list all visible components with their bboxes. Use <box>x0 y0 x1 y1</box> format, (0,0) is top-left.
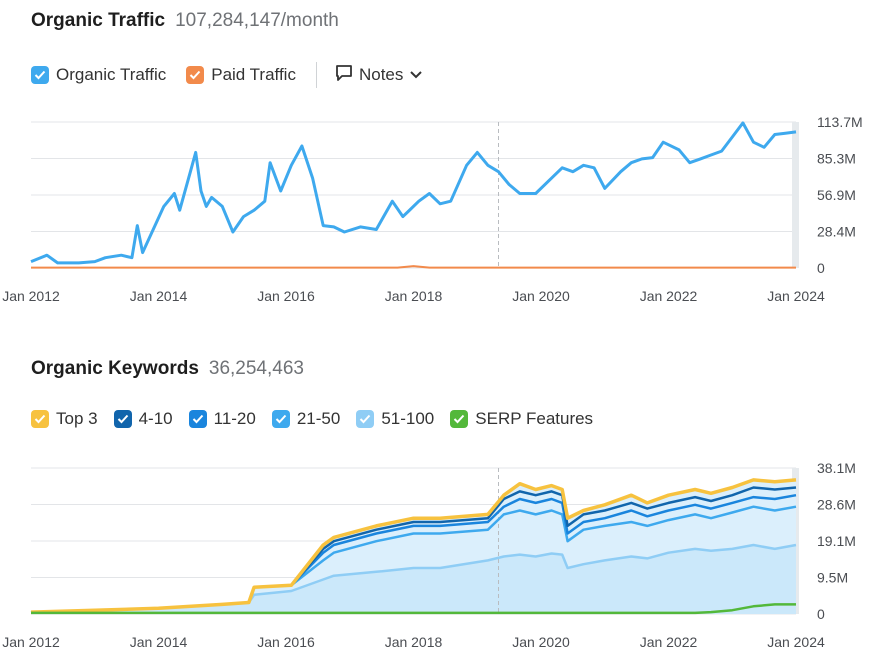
checkbox-icon[interactable] <box>271 410 290 428</box>
traffic-title: Organic Traffic <box>31 10 166 31</box>
x-tick-label: Jan 2024 <box>767 288 825 304</box>
x-tick-label: Jan 2020 <box>512 634 570 650</box>
legend-paid-traffic[interactable]: Paid Traffic <box>186 65 296 85</box>
legend-label: 4-10 <box>138 409 173 428</box>
x-tick-label: Jan 2012 <box>2 288 60 304</box>
legend-21-50[interactable]: 21-50 <box>271 409 341 429</box>
x-tick-label: Jan 2018 <box>385 634 443 650</box>
legend-label: Top 3 <box>56 409 98 428</box>
legend-label: 11-20 <box>213 409 256 428</box>
traffic-title-row: Organic Traffic 107,284,147/month <box>31 10 339 32</box>
x-tick-label: Jan 2012 <box>2 634 60 650</box>
keywords-chart: 38.1M 28.6M 19.1M 9.5M 0 Jan 2012 Jan 2014 Jan … <box>2 460 856 650</box>
area-fill-lower <box>31 545 796 614</box>
series-51-100 <box>30 543 797 614</box>
x-tick-label: Jan 2016 <box>257 634 315 650</box>
checkbox-icon[interactable] <box>186 66 205 84</box>
note-icon <box>335 64 353 87</box>
checkbox-icon[interactable] <box>188 410 207 428</box>
legend-label: 51-100 <box>381 409 435 428</box>
chevron-down-icon <box>409 65 423 85</box>
y-tick-label: 0 <box>817 260 825 276</box>
keywords-value: 36,254,463 <box>208 358 304 379</box>
traffic-chart: 113.7M 85.3M 56.9M 28.4M 0 Jan 2012 Jan 2014 Ja… <box>2 114 863 304</box>
legend-top-3[interactable]: Top 3 <box>31 409 98 429</box>
x-tick-label: Jan 2022 <box>640 634 698 650</box>
legend-divider <box>315 62 317 88</box>
x-tick-label: Jan 2018 <box>385 288 443 304</box>
checkbox-icon[interactable] <box>31 66 49 84</box>
legend-4-10[interactable]: 4-10 <box>113 409 173 429</box>
x-tick-label: Jan 2014 <box>130 288 188 304</box>
series-paid-traffic <box>31 265 796 269</box>
y-tick-label: 56.9M <box>817 187 856 203</box>
legend-label: 21-50 <box>296 409 341 428</box>
y-tick-label: 28.4M <box>817 224 856 240</box>
y-tick-label: 85.3M <box>817 151 856 167</box>
checkbox-icon[interactable] <box>31 410 49 428</box>
checkbox-icon[interactable] <box>356 410 375 428</box>
y-tick-label: 0 <box>817 606 825 622</box>
legend-label: Paid Traffic <box>211 65 296 84</box>
traffic-value: 107,284,147/month <box>175 10 339 31</box>
organic-traffic-section: Organic Traffic 107,284,147/month Organi… <box>0 0 880 320</box>
x-tick-label: Jan 2022 <box>640 288 698 304</box>
legend-label: Organic Traffic <box>56 65 167 84</box>
legend-organic-traffic[interactable]: Organic Traffic <box>31 65 166 85</box>
x-tick-label: Jan 2024 <box>767 634 825 650</box>
y-tick-label: 113.7M <box>817 114 863 130</box>
notes-dropdown[interactable]: Notes <box>335 64 423 87</box>
notes-label: Notes <box>358 65 404 84</box>
series-organic-traffic <box>30 121 797 265</box>
x-tick-label: Jan 2020 <box>512 288 570 304</box>
legend-51-100[interactable]: 51-100 <box>356 409 434 429</box>
series-serp-features <box>31 603 796 615</box>
legend-11-20[interactable]: 11-20 <box>188 409 256 429</box>
keywords-legend: Top 3 4-10 11-20 21-50 51-100 SERP Features <box>31 409 609 429</box>
keywords-title: Organic Keywords <box>31 358 199 379</box>
checkbox-icon[interactable] <box>450 410 469 428</box>
traffic-legend: Organic Traffic Paid Traffic Notes <box>31 62 423 88</box>
y-tick-label: 19.1M <box>817 533 856 549</box>
x-tick-label: Jan 2016 <box>257 288 315 304</box>
keywords-title-row: Organic Keywords 36,254,463 <box>31 358 304 380</box>
legend-serp-features[interactable]: SERP Features <box>450 409 593 429</box>
legend-label: SERP Features <box>475 409 594 428</box>
y-tick-label: 28.6M <box>817 497 856 513</box>
checkbox-icon[interactable] <box>113 410 132 428</box>
series-top-3 <box>30 478 797 614</box>
scroll-band <box>792 122 799 268</box>
organic-keywords-section: Organic Keywords 36,254,463 Top 3 4-10 11-… <box>0 340 880 657</box>
y-tick-label: 9.5M <box>817 570 848 586</box>
y-tick-label: 38.1M <box>817 460 856 476</box>
x-tick-label: Jan 2014 <box>130 634 188 650</box>
